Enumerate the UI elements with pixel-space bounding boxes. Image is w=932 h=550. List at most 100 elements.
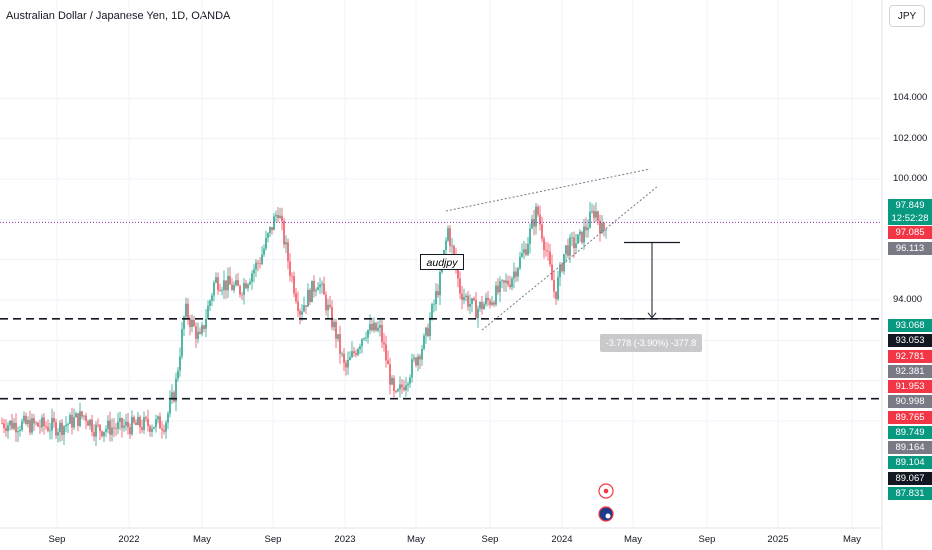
candle-body	[155, 419, 157, 428]
candle-body	[161, 428, 163, 431]
candle-body	[475, 300, 477, 319]
candle-body	[75, 413, 77, 418]
time-tick-label: 2022	[118, 534, 140, 545]
candle-body	[509, 284, 511, 288]
time-tick-label: Sep	[264, 534, 282, 545]
candle-body	[191, 319, 193, 327]
currency-selector[interactable]: JPY	[889, 5, 925, 27]
candle-body	[379, 325, 381, 328]
candle-body	[39, 426, 41, 428]
candle-body	[473, 298, 475, 301]
candle-body	[281, 215, 283, 221]
drawing-tools	[0, 168, 882, 522]
candle-body	[153, 427, 155, 429]
candle-body	[219, 290, 221, 291]
candle-body	[111, 427, 113, 435]
candle-body	[587, 227, 589, 231]
price-tag: 93.053	[888, 334, 932, 348]
candle-body	[393, 377, 395, 391]
candle-body	[409, 377, 411, 384]
candle-body	[547, 250, 549, 252]
candle-body	[349, 357, 351, 360]
time-tick-label: May	[843, 534, 861, 545]
candle-body	[107, 420, 109, 430]
candle-body	[55, 422, 57, 436]
candle-body	[427, 327, 429, 337]
candle-body	[523, 249, 525, 254]
candle-body	[411, 359, 413, 378]
candle-body	[35, 422, 37, 424]
candle-body	[263, 248, 265, 255]
candle-body	[601, 223, 603, 234]
candle-body	[7, 425, 9, 432]
candle-body	[163, 430, 165, 432]
candle-body	[205, 318, 207, 329]
candle-body	[15, 422, 17, 433]
candle-body	[121, 418, 123, 428]
candle-body	[215, 277, 217, 283]
candle-body	[91, 419, 93, 432]
candle-body	[391, 377, 393, 385]
candle-body	[185, 303, 187, 317]
time-tick-label: 2024	[551, 534, 573, 545]
candle-body	[321, 283, 323, 285]
candle-body	[559, 264, 561, 278]
candle-body	[343, 353, 345, 363]
candle-body	[115, 428, 117, 429]
candle-body	[59, 422, 61, 433]
candle-body	[247, 284, 249, 289]
chart-grid	[0, 0, 883, 550]
candle-body	[289, 261, 291, 276]
candle-body	[19, 430, 21, 432]
candle-body	[325, 294, 327, 311]
candle-body	[83, 415, 85, 417]
candle-body	[301, 311, 303, 315]
price-tick-label: 100.000	[893, 173, 928, 184]
candle-body	[117, 421, 119, 429]
candle-body	[345, 362, 347, 368]
candle-body	[279, 215, 281, 219]
candle-body	[529, 228, 531, 244]
chart-note[interactable]: audjpy	[420, 254, 464, 270]
candle-body	[437, 291, 439, 296]
candle-body	[429, 318, 431, 337]
candle-body	[477, 308, 479, 319]
price-tag: 91.953	[888, 380, 932, 393]
candle-body	[367, 330, 369, 338]
candle-body	[77, 413, 79, 426]
candle-body	[147, 418, 149, 426]
price-tag: 97.085	[888, 226, 932, 239]
candle-body	[401, 384, 403, 388]
candle-body	[479, 302, 481, 309]
candle-body	[135, 422, 137, 426]
flag-event-icon	[598, 506, 614, 522]
candle-body	[541, 224, 543, 239]
candle-body	[27, 419, 29, 424]
candle-body	[99, 424, 101, 432]
price-tick-label: 94.000	[893, 294, 923, 305]
candle-body	[85, 415, 87, 422]
candle-body	[331, 306, 333, 328]
price-tag: 90.998	[888, 395, 932, 409]
candle-body	[511, 278, 513, 288]
candle-body	[177, 370, 179, 379]
candle-body	[313, 280, 315, 292]
candle-body	[457, 269, 459, 279]
bar-countdown: 12:52:28	[888, 212, 932, 225]
candle-body	[501, 280, 503, 282]
candle-body	[303, 305, 305, 312]
candle-body	[57, 432, 59, 436]
candle-body	[389, 364, 391, 385]
candle-body	[357, 349, 359, 355]
candle-body	[287, 242, 289, 262]
candle-body	[395, 390, 397, 392]
candle-body	[43, 417, 45, 427]
candle-body	[81, 411, 83, 417]
candle-body	[3, 423, 5, 428]
candle-body	[261, 254, 263, 265]
candle-body	[459, 278, 461, 294]
candle-body	[275, 214, 277, 217]
candle-body	[353, 351, 355, 353]
candle-body	[29, 419, 31, 433]
